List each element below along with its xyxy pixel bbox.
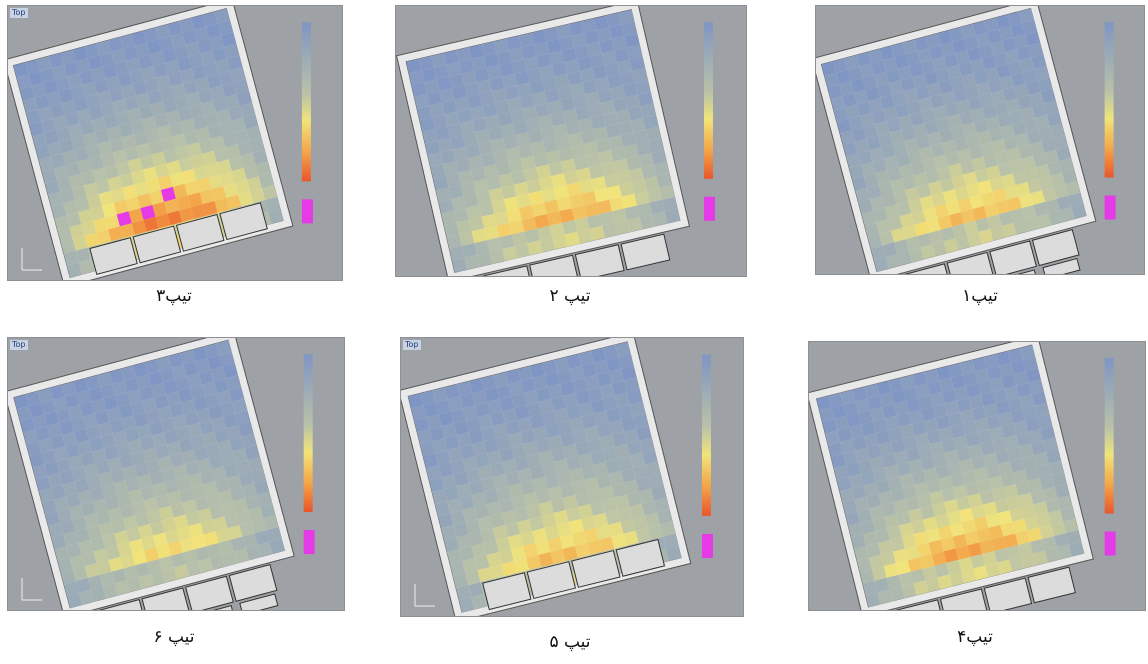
caption-type1: تیپ۱ (962, 286, 998, 306)
viewport-type3: Top (7, 5, 343, 281)
viewport-type2 (395, 5, 747, 277)
heatmap-render-type1 (816, 6, 1116, 274)
viewport-type4 (808, 341, 1146, 611)
heatmap-render-type6 (8, 338, 315, 610)
caption-type3: تیپ۳ (156, 286, 192, 306)
viewport-top-label[interactable]: Top (10, 8, 28, 18)
caption-type6: تیپ ۶ (153, 627, 195, 647)
viewport-type1 (815, 5, 1145, 275)
viewport-top-label[interactable]: Top (403, 340, 421, 350)
viewport-top-label[interactable]: Top (10, 340, 28, 350)
viewport-type5: Top (400, 337, 744, 617)
caption-type5: تیپ ۵ (549, 632, 591, 652)
heatmap-render-type5 (401, 338, 713, 616)
viewport-type6: Top (7, 337, 345, 611)
caption-type2: تیپ ۲ (549, 286, 591, 306)
heatmap-render-type2 (396, 6, 715, 276)
heatmap-render-type4 (809, 342, 1116, 610)
caption-type4: تیپ۴ (957, 627, 993, 647)
heatmap-render-type3 (8, 6, 313, 280)
